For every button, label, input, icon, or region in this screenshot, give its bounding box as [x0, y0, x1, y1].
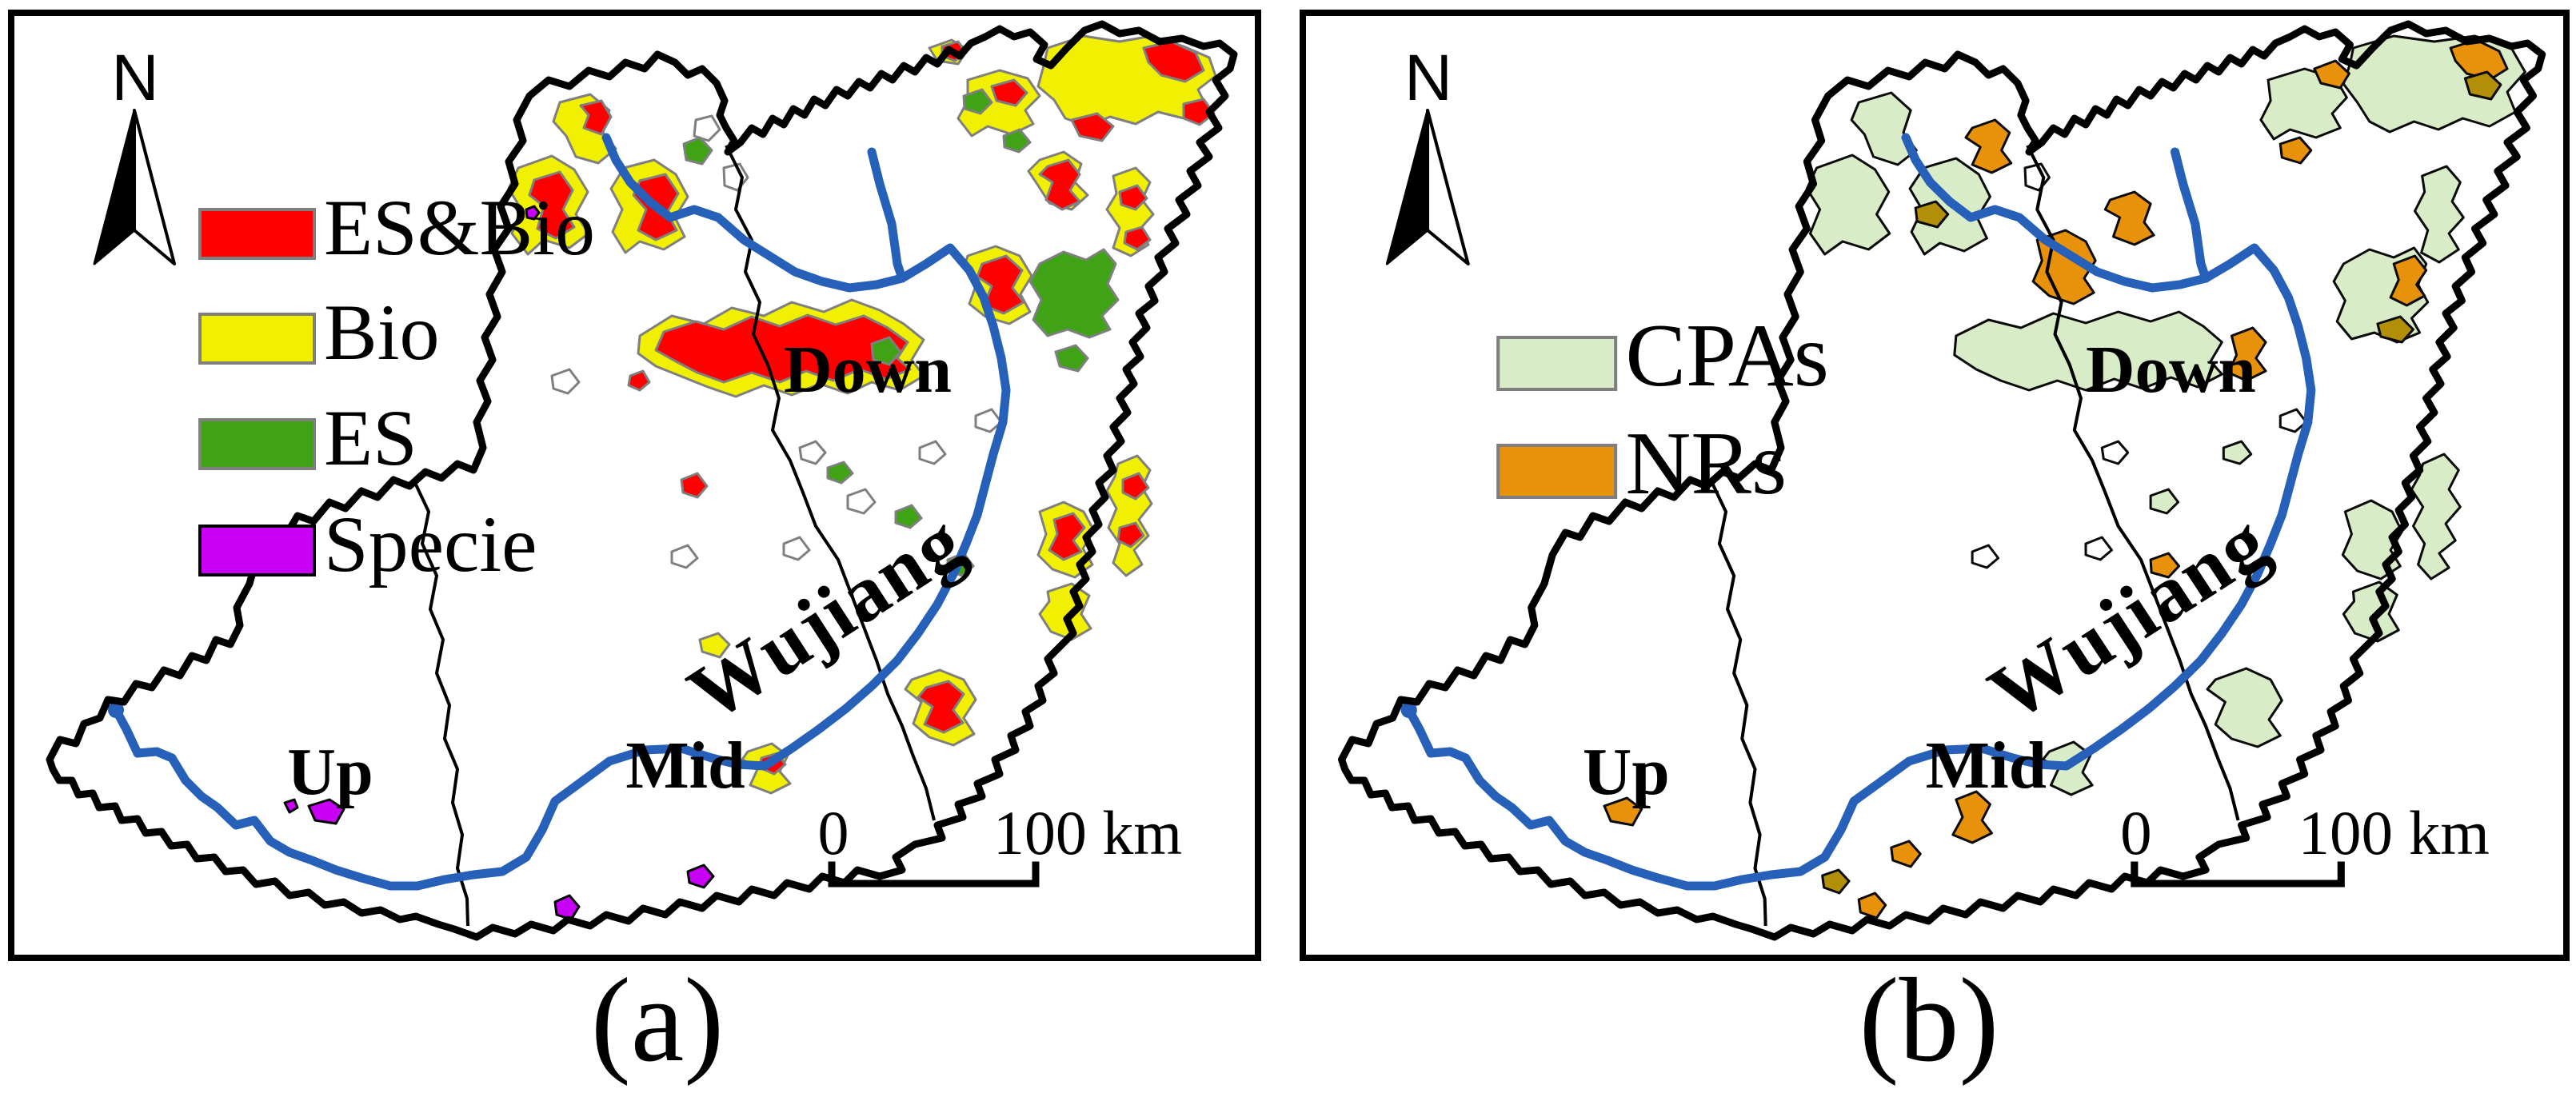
legend-swatch-nrs — [1496, 444, 1618, 499]
scale-bar-a: 0 100 km — [818, 798, 1182, 888]
label-up-a: Up — [287, 735, 373, 809]
legend-swatch-esbio — [198, 208, 316, 260]
legend-label-bio: Bio — [324, 288, 439, 377]
scale-end-b: 100 km — [2298, 798, 2490, 867]
wujiang-river-b — [1401, 138, 2311, 886]
scale-zero-b: 0 — [2120, 798, 2152, 867]
caption-b: (b) — [1859, 954, 1999, 1087]
label-down-a: Down — [784, 333, 952, 407]
legend-label-specie: Specie — [324, 500, 537, 588]
legend-b: CPAs NRs — [1496, 307, 1829, 513]
legend-swatch-cpas — [1496, 336, 1618, 391]
map-a-svg: N ES&Bio Bio ES Specie Up Mid Down Wujia… — [14, 16, 1255, 955]
protected-area-patches-b — [1603, 34, 2526, 919]
legend-swatch-bio — [198, 313, 316, 365]
legend-label-nrs: NRs — [1625, 415, 1787, 513]
legend-label-cpas: CPAs — [1625, 307, 1829, 405]
label-down-b: Down — [2086, 333, 2256, 406]
scale-zero-a: 0 — [818, 798, 849, 868]
priority-area-patches-a — [283, 34, 1217, 921]
label-up-b: Up — [1583, 735, 1670, 808]
label-mid-a: Mid — [625, 728, 745, 803]
legend-label-es: ES — [324, 393, 417, 482]
scale-end-a: 100 km — [993, 798, 1182, 868]
legend-swatch-es — [198, 418, 316, 470]
map-b-svg: N CPAs NRs Up Mid Down Wujiang 0 100 km — [1306, 16, 2563, 955]
legend-swatch-specie — [198, 525, 316, 576]
north-arrow-a: N — [93, 42, 176, 265]
north-arrow-b: N — [1385, 41, 1470, 265]
map-panel-a: N ES&Bio Bio ES Specie Up Mid Down Wujia… — [8, 10, 1261, 961]
north-label-b: N — [1404, 41, 1452, 114]
legend-a: ES&Bio Bio ES Specie — [198, 183, 595, 588]
scale-bar-b: 0 100 km — [2120, 798, 2490, 888]
north-label-a: N — [111, 42, 158, 114]
map-panel-b: N CPAs NRs Up Mid Down Wujiang 0 100 km — [1300, 10, 2570, 961]
caption-a: (a) — [590, 954, 725, 1087]
legend-label-esbio: ES&Bio — [324, 183, 595, 272]
label-mid-b: Mid — [1926, 728, 2047, 802]
